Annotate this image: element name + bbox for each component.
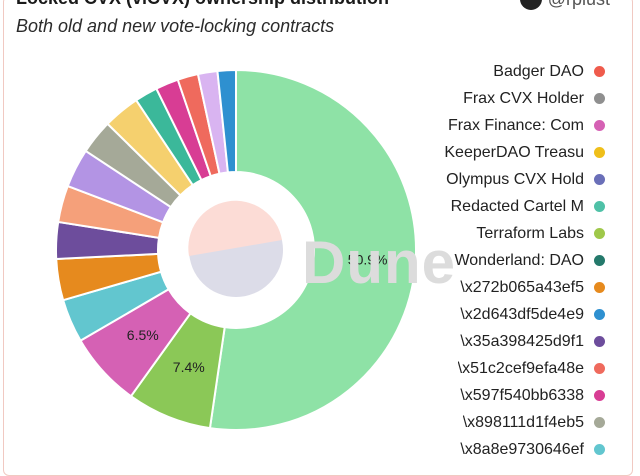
legend-label: \x51c2cef9efa48e <box>457 359 584 377</box>
legend: Badger DAO Frax CVX Holder Frax Finance: C… <box>425 58 605 463</box>
legend-label: Wonderland: DAO <box>454 251 584 269</box>
donut-slice-14[interactable] <box>216 68 237 174</box>
legend-item[interactable]: \x51c2cef9efa48e <box>425 355 605 382</box>
legend-item[interactable]: Badger DAO <box>425 58 605 85</box>
legend-item[interactable]: \x272b065a43ef5 <box>425 274 605 301</box>
legend-label: \x898111d1f4eb5 <box>462 413 584 431</box>
legend-item[interactable]: Frax Finance: Com <box>425 112 605 139</box>
legend-swatch <box>594 417 605 428</box>
chart-title: Locked CVX (vlCVX) ownership distributio… <box>16 0 389 9</box>
legend-item[interactable]: Frax CVX Holder <box>425 85 605 112</box>
legend-label: Redacted Cartel M <box>450 197 584 215</box>
legend-item[interactable]: \x2d643df5de4e9 <box>425 301 605 328</box>
legend-label: Badger DAO <box>493 62 584 80</box>
legend-swatch <box>594 66 605 77</box>
legend-item[interactable]: Olympus CVX Hold <box>425 166 605 193</box>
legend-item[interactable]: \x898111d1f4eb5 <box>425 409 605 436</box>
chart-subtitle: Both old and new vote-locking contracts <box>16 16 335 36</box>
legend-swatch <box>594 390 605 401</box>
donut-chart: 50.9% 7.4% 6.5% <box>55 68 417 431</box>
legend-label: \x2d643df5de4e9 <box>460 305 584 323</box>
legend-swatch <box>594 363 605 374</box>
legend-item[interactable]: \x8a8e9730646ef <box>425 436 605 463</box>
data-label-2: 6.5% <box>127 327 159 343</box>
donut-center-highlight <box>188 200 282 256</box>
legend-label: \x8a8e9730646ef <box>460 440 584 458</box>
donut-slice-0[interactable] <box>208 68 417 431</box>
legend-item[interactable]: Terraform Labs <box>425 220 605 247</box>
legend-swatch <box>594 147 605 158</box>
legend-swatch <box>594 282 605 293</box>
legend-item[interactable]: Redacted Cartel M <box>425 193 605 220</box>
data-label-0: 50.9% <box>348 252 388 268</box>
legend-swatch <box>594 336 605 347</box>
legend-swatch <box>594 309 605 320</box>
legend-label: Frax Finance: Com <box>447 116 584 134</box>
legend-label: \x35a398425d9f1 <box>460 332 584 350</box>
legend-swatch <box>594 93 605 104</box>
legend-item[interactable]: \x35a398425d9f1 <box>425 328 605 355</box>
legend-label: \x597f540bb6338 <box>460 386 584 404</box>
data-label-1: 7.4% <box>173 359 205 375</box>
author-avatar-icon <box>519 0 542 10</box>
legend-item[interactable]: Wonderland: DAO <box>425 247 605 274</box>
legend-item[interactable]: \x597f540bb6338 <box>425 382 605 409</box>
legend-label: KeeperDAO Treasu <box>444 143 584 161</box>
author-tag[interactable]: @rplust <box>519 0 610 10</box>
legend-swatch <box>594 201 605 212</box>
legend-label: Frax CVX Holder <box>463 89 584 107</box>
legend-item[interactable]: KeeperDAO Treasu <box>425 139 605 166</box>
legend-label: Olympus CVX Hold <box>446 170 584 188</box>
legend-label: \x272b065a43ef5 <box>460 278 584 296</box>
legend-swatch <box>594 228 605 239</box>
legend-swatch <box>594 444 605 455</box>
legend-swatch <box>594 174 605 185</box>
author-name: @rplust <box>548 0 610 10</box>
legend-swatch <box>594 120 605 131</box>
legend-swatch <box>594 255 605 266</box>
legend-label: Terraform Labs <box>476 224 584 242</box>
